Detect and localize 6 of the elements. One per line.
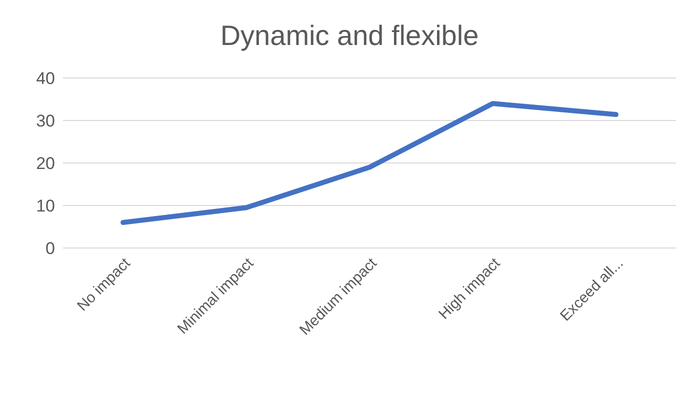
y-tick-label: 40 bbox=[36, 69, 55, 88]
chart-title: Dynamic and flexible bbox=[219, 19, 480, 53]
y-tick-label: 10 bbox=[36, 196, 55, 216]
y-tick-label: 30 bbox=[36, 112, 55, 131]
y-tick-label: 20 bbox=[36, 154, 55, 174]
y-tick-label: 0 bbox=[46, 239, 55, 258]
